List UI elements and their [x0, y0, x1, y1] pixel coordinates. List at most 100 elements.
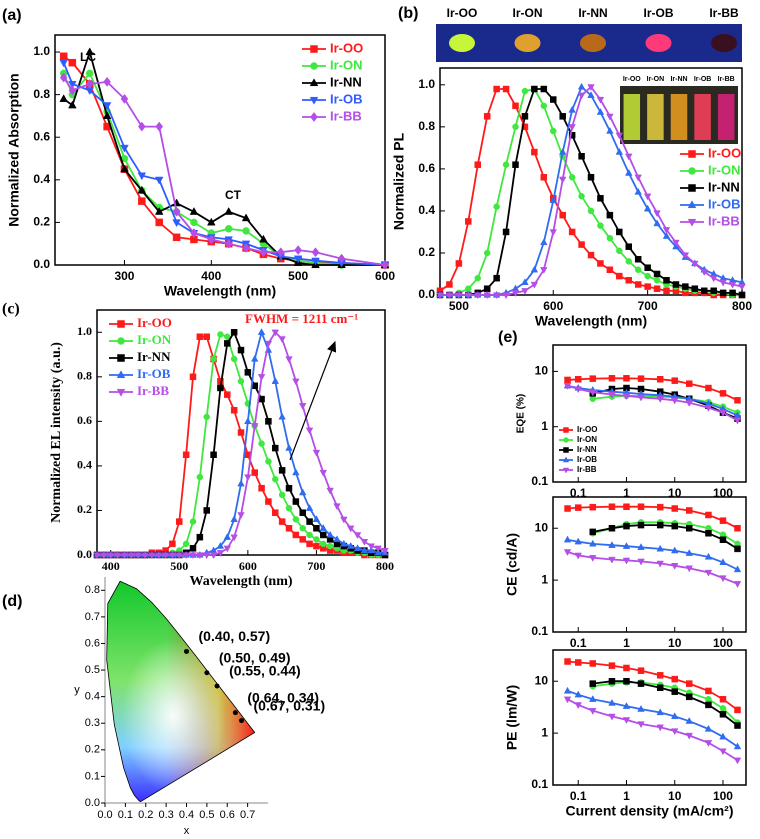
data-point: [589, 528, 597, 536]
data-point: [686, 507, 693, 514]
data-point: [326, 530, 334, 538]
data-point: [656, 684, 664, 691]
data-point: [59, 52, 68, 61]
data-point: [656, 503, 664, 511]
data-point: [340, 516, 348, 524]
data-point: [241, 213, 251, 222]
data-point: [608, 541, 616, 548]
data-point: [257, 328, 266, 335]
data-point: [719, 695, 727, 703]
data-point: [637, 394, 645, 402]
x-tick-label: 1: [623, 486, 630, 500]
data-point: [559, 113, 566, 120]
data-point: [637, 680, 645, 687]
legend-label: Ir-NN: [137, 349, 171, 364]
y-tick-label: 0.0: [85, 797, 100, 809]
data-point: [521, 87, 529, 95]
legend-label: Ir-BB: [330, 108, 362, 123]
data-point: [521, 278, 529, 286]
data-point: [608, 556, 616, 564]
data-point: [230, 355, 238, 363]
legend-label: Ir-NN: [577, 445, 597, 454]
y-tick-label: 0.6: [418, 161, 435, 175]
data-point: [719, 536, 727, 543]
data-point: [704, 569, 713, 577]
data-point: [474, 274, 481, 282]
data-point: [563, 535, 572, 543]
x-tick-label: 0.3: [158, 809, 173, 821]
gamut-outline: [106, 580, 256, 803]
data-point: [686, 380, 693, 387]
data-point: [203, 333, 210, 340]
x-tick-label: 600: [543, 299, 563, 313]
data-point: [278, 336, 286, 344]
data-point: [615, 132, 624, 140]
data-point: [381, 547, 389, 555]
data-point: [656, 560, 664, 568]
photo-sample: [645, 34, 672, 52]
data-point: [606, 235, 614, 242]
data-point: [320, 531, 327, 539]
data-point: [577, 82, 586, 90]
data-point: [691, 285, 699, 292]
data-point: [216, 541, 225, 549]
data-point: [190, 228, 198, 239]
inset-label: Ir-ON: [647, 76, 665, 83]
y-tick-label: 0.4: [85, 691, 100, 703]
data-point: [608, 677, 616, 685]
data-point: [313, 525, 320, 532]
data-point: [685, 549, 693, 556]
data-point: [637, 558, 645, 566]
y-tick-label: 0.0: [418, 287, 435, 301]
data-point: [237, 346, 245, 354]
data-point: [360, 538, 369, 546]
panel-label: (b): [398, 5, 418, 22]
legend-marker: [563, 437, 569, 443]
data-point: [671, 712, 679, 720]
data-point: [223, 533, 232, 540]
series-line: [592, 395, 738, 414]
x-tick-label: 0.1: [118, 809, 133, 821]
data-point: [299, 525, 306, 532]
inset-vial: [670, 94, 688, 140]
data-point: [558, 176, 567, 184]
legend-marker: [563, 447, 569, 453]
data-point: [733, 742, 742, 750]
legend-marker: [687, 218, 697, 227]
data-point: [587, 91, 595, 98]
data-point: [549, 196, 557, 204]
data-point: [217, 331, 224, 338]
data-point: [320, 540, 327, 548]
data-point: [521, 113, 529, 120]
panel-label: (d): [2, 593, 22, 610]
data-point: [719, 517, 727, 524]
data-point: [285, 504, 293, 512]
data-point: [616, 247, 623, 255]
data-point: [608, 524, 616, 532]
data-point: [563, 696, 572, 704]
x-axis-label: Wavelength (nm): [535, 313, 647, 329]
data-point: [589, 708, 597, 715]
data-point: [587, 84, 595, 92]
data-point: [230, 534, 238, 542]
x-axis-label: Wavelength (nm): [189, 574, 292, 589]
data-point: [68, 100, 77, 109]
data-point: [616, 228, 623, 236]
legend-marker: [310, 112, 318, 122]
data-point: [312, 515, 321, 523]
legend-label: Ir-OB: [330, 91, 363, 106]
data-point: [644, 264, 651, 271]
data-point: [59, 94, 68, 102]
data-point: [637, 543, 645, 550]
data-point: [656, 376, 664, 383]
data-point: [622, 702, 631, 709]
data-point: [634, 266, 642, 274]
series-line: [592, 521, 738, 545]
data-point: [596, 108, 605, 115]
data-point: [578, 192, 585, 200]
data-point: [578, 241, 585, 248]
legend-marker: [116, 370, 126, 379]
data-point: [705, 687, 712, 695]
data-point: [710, 287, 717, 295]
y-tick-label: 0.0: [77, 547, 92, 561]
